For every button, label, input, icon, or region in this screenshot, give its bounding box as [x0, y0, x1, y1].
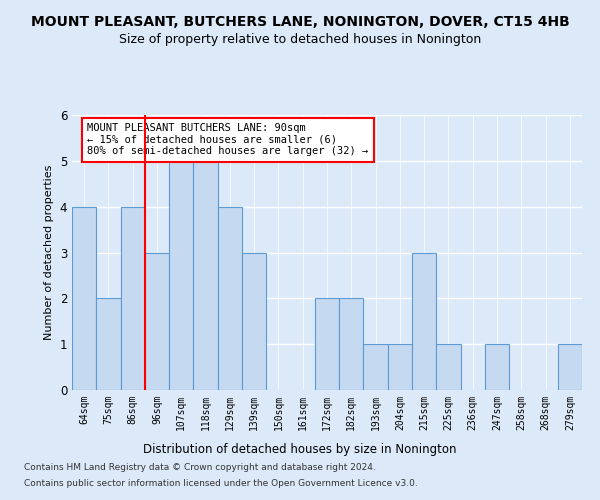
Bar — [558, 344, 582, 390]
Text: MOUNT PLEASANT BUTCHERS LANE: 90sqm
← 15% of detached houses are smaller (6)
80%: MOUNT PLEASANT BUTCHERS LANE: 90sqm ← 15… — [88, 123, 368, 156]
Bar — [72, 206, 96, 390]
Bar — [121, 206, 145, 390]
Bar — [485, 344, 509, 390]
Text: Contains HM Land Registry data © Crown copyright and database right 2024.: Contains HM Land Registry data © Crown c… — [24, 464, 376, 472]
Bar — [339, 298, 364, 390]
Bar — [412, 252, 436, 390]
Bar — [169, 161, 193, 390]
Bar — [145, 252, 169, 390]
Bar — [364, 344, 388, 390]
Bar — [242, 252, 266, 390]
Bar — [388, 344, 412, 390]
Bar — [315, 298, 339, 390]
Text: Contains public sector information licensed under the Open Government Licence v3: Contains public sector information licen… — [24, 478, 418, 488]
Bar — [193, 161, 218, 390]
Bar — [436, 344, 461, 390]
Bar — [218, 206, 242, 390]
Y-axis label: Number of detached properties: Number of detached properties — [44, 165, 54, 340]
Text: Size of property relative to detached houses in Nonington: Size of property relative to detached ho… — [119, 32, 481, 46]
Bar — [96, 298, 121, 390]
Text: Distribution of detached houses by size in Nonington: Distribution of detached houses by size … — [143, 442, 457, 456]
Text: MOUNT PLEASANT, BUTCHERS LANE, NONINGTON, DOVER, CT15 4HB: MOUNT PLEASANT, BUTCHERS LANE, NONINGTON… — [31, 15, 569, 29]
